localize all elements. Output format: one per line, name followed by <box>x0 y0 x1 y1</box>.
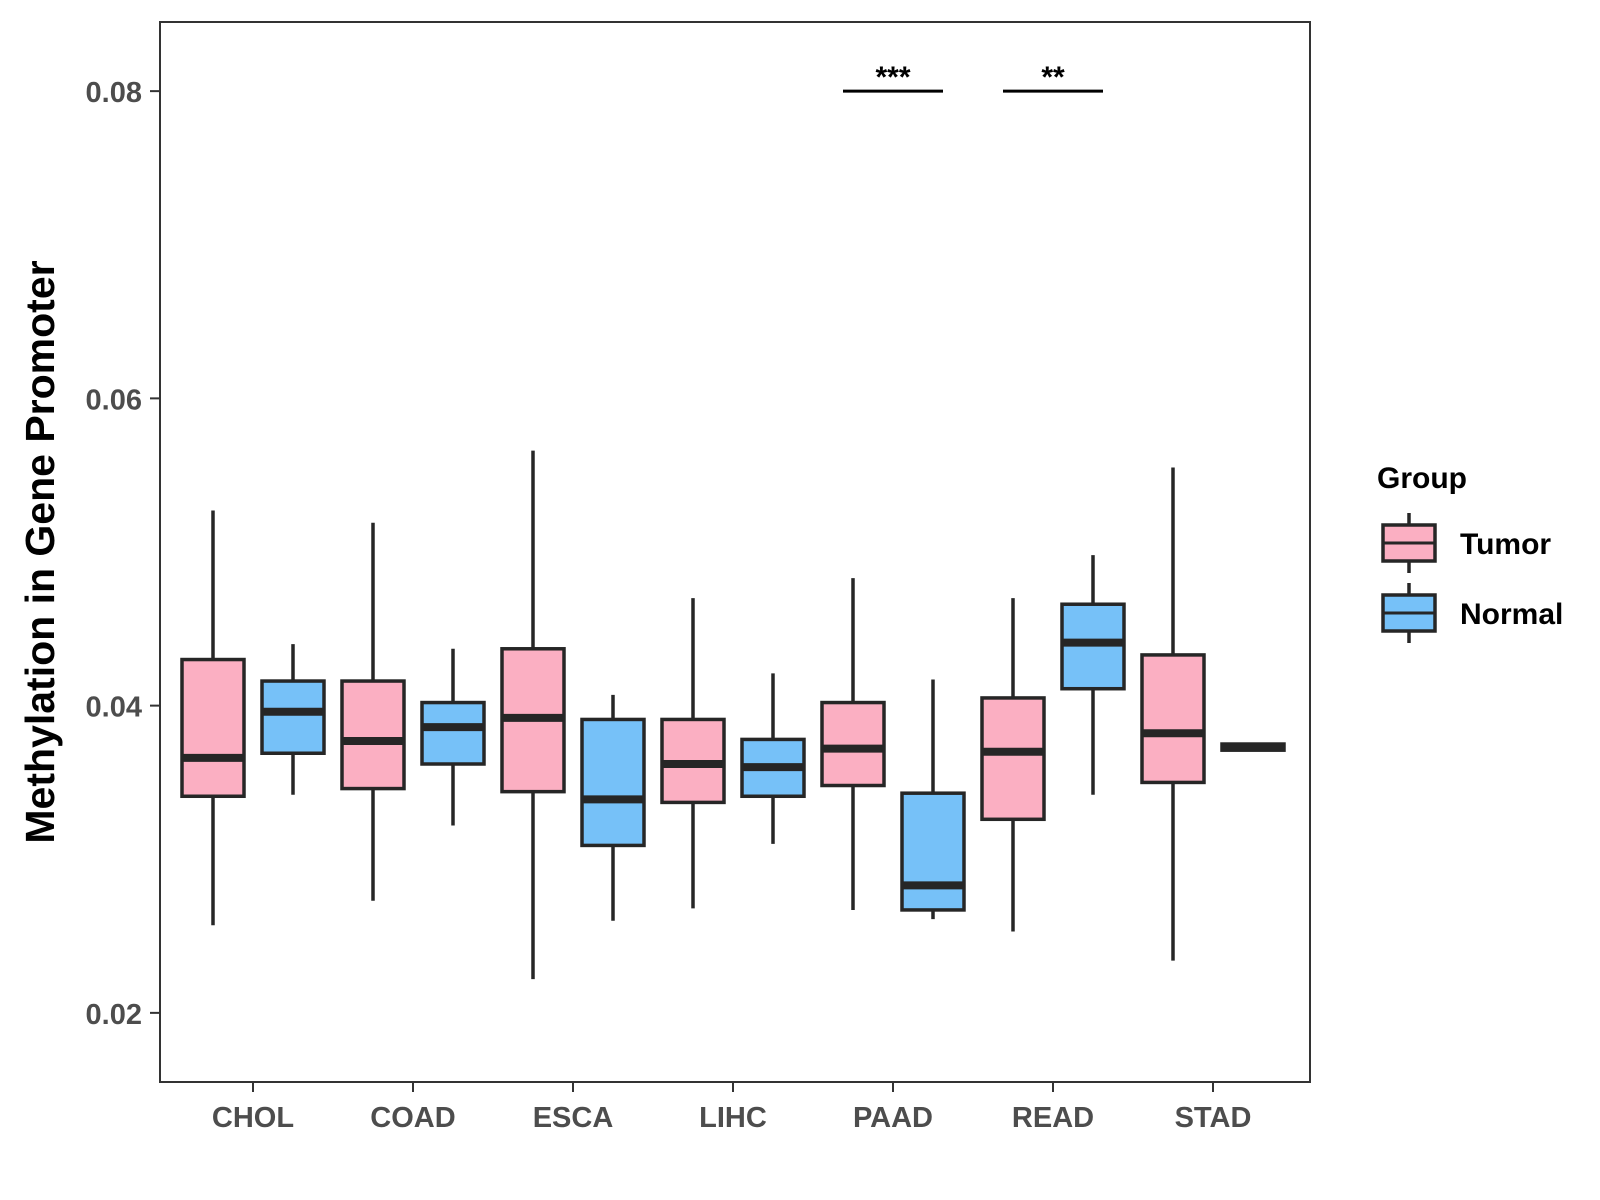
box-body <box>580 717 646 848</box>
significance-label: *** <box>875 61 910 94</box>
box-body <box>900 791 966 912</box>
box-body <box>260 679 326 755</box>
box-normal-stad <box>1220 742 1286 752</box>
y-axis-title: Methylation in Gene Promoter <box>17 260 63 843</box>
y-tick-label: 0.06 <box>86 384 142 416</box>
box-body <box>420 700 486 766</box>
box-tumor-paad <box>820 578 886 910</box>
legend-title: Group <box>1377 462 1467 495</box>
legend-label: Tumor <box>1460 528 1551 561</box>
x-tick-label: CHOL <box>212 1102 294 1134</box>
box-body <box>820 700 886 788</box>
significance-label: ** <box>1041 61 1065 94</box>
plot-border <box>159 21 1311 1083</box>
box-normal-paad <box>900 679 966 920</box>
box-tumor-esca <box>500 450 566 980</box>
x-tick-label: READ <box>1012 1102 1094 1134</box>
y-tick-label: 0.02 <box>86 999 142 1031</box>
box-body <box>1140 653 1206 785</box>
box-tumor-lihc <box>660 598 726 909</box>
axes: 0.02 0.04 0.06 0.08 CHOL COAD ESCA LIHC PAAD READ… <box>17 21 1311 1134</box>
plot-area: *** ** <box>180 61 1286 980</box>
legend-key-normal <box>1381 583 1437 643</box>
legend-label: Normal <box>1460 598 1563 631</box>
y-tick-label: 0.08 <box>86 77 142 109</box>
legend: Group Tumor Normal <box>1377 462 1563 643</box>
box-body <box>980 696 1046 822</box>
box-body <box>340 679 406 791</box>
box-tumor-stad <box>1140 467 1206 961</box>
box-normal-coad <box>420 648 486 826</box>
box-normal-read <box>1060 555 1126 795</box>
box-tumor-coad <box>340 522 406 901</box>
box-tumor-read <box>980 598 1046 932</box>
x-tick-label: COAD <box>370 1102 455 1134</box>
y-tick-label: 0.04 <box>86 692 142 724</box>
x-tick-label: ESCA <box>533 1102 614 1134</box>
box-body <box>180 657 246 799</box>
box-normal-lihc <box>740 673 806 844</box>
box-normal-esca <box>580 694 646 921</box>
box-tumor-chol <box>180 510 246 926</box>
x-tick-label: PAAD <box>853 1102 933 1134</box>
x-tick-label: STAD <box>1175 1102 1252 1134</box>
legend-key-tumor <box>1381 513 1437 573</box>
x-tick-label: LIHC <box>699 1102 767 1134</box>
box-normal-chol <box>260 644 326 795</box>
